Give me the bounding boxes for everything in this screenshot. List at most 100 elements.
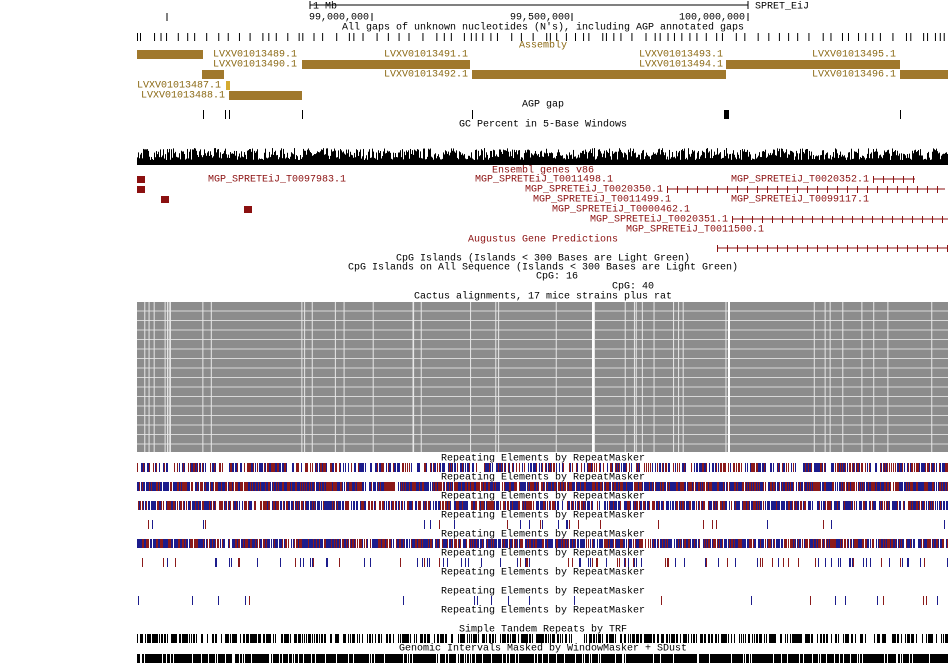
mask-mark bbox=[838, 654, 839, 663]
trf-mark bbox=[806, 634, 807, 643]
gc-bar bbox=[306, 154, 307, 165]
repeat-mark bbox=[225, 501, 226, 510]
gc-bar bbox=[779, 148, 780, 165]
trf-mark bbox=[553, 634, 554, 643]
mask-mark bbox=[837, 654, 838, 663]
trf-mark bbox=[847, 634, 848, 643]
gc-bar bbox=[595, 159, 596, 165]
mask-mark bbox=[487, 654, 488, 663]
repeat-mark bbox=[934, 463, 935, 472]
mask-mark bbox=[524, 654, 525, 663]
trf-mark bbox=[835, 634, 836, 643]
gc-bar bbox=[153, 159, 154, 165]
repeat-mark bbox=[429, 501, 430, 510]
repeat-mark bbox=[572, 463, 573, 472]
repeat-mark bbox=[214, 501, 215, 510]
repeat-mark bbox=[416, 482, 417, 491]
repeat-mark bbox=[170, 501, 171, 510]
repeat-mark bbox=[706, 558, 707, 567]
gc-bar bbox=[846, 159, 847, 165]
repeat-mark bbox=[305, 463, 306, 472]
mask-mark bbox=[917, 654, 918, 663]
repeat-mark bbox=[750, 539, 751, 548]
trf-mark bbox=[774, 634, 775, 643]
repeat-mark bbox=[184, 482, 185, 491]
mask-mark bbox=[761, 654, 762, 663]
repeat-mark bbox=[159, 463, 160, 472]
mask-mark bbox=[716, 654, 717, 663]
repeat-mark bbox=[526, 501, 527, 510]
repeat-mark bbox=[629, 501, 630, 510]
repeat-mark bbox=[928, 482, 929, 491]
repeat-mark bbox=[340, 501, 341, 510]
exon bbox=[907, 245, 908, 252]
gc-bar bbox=[565, 159, 566, 165]
gc-bar bbox=[194, 148, 195, 165]
repeat-mark bbox=[811, 539, 812, 548]
repeat-mark bbox=[659, 501, 660, 510]
trf-mark bbox=[227, 634, 228, 643]
repeat-mark bbox=[527, 539, 528, 548]
gc-bar bbox=[402, 149, 403, 165]
mask-mark bbox=[831, 654, 832, 663]
contig-bar bbox=[226, 81, 230, 90]
trf-mark bbox=[232, 634, 233, 643]
trf-mark bbox=[908, 634, 909, 643]
trf-mark bbox=[443, 634, 444, 643]
repeat-mark bbox=[241, 539, 242, 548]
mask-mark bbox=[898, 654, 899, 663]
repeat-mark bbox=[726, 482, 727, 491]
repeat-mark bbox=[879, 539, 880, 548]
trf-mark bbox=[254, 634, 255, 643]
repeat-mark bbox=[500, 463, 501, 472]
repeat-mark bbox=[657, 501, 658, 510]
gap-mark bbox=[218, 33, 220, 41]
repeat-mark bbox=[831, 501, 832, 510]
repeat-mark bbox=[590, 482, 591, 491]
repeat-mark bbox=[244, 482, 245, 491]
repeat-mark bbox=[696, 539, 697, 548]
repeat-mark bbox=[565, 539, 566, 548]
repeat-mark bbox=[911, 463, 912, 472]
mask-mark bbox=[814, 654, 815, 663]
repeat-mark bbox=[908, 539, 909, 548]
trf-mark bbox=[451, 634, 452, 643]
repeat-mark bbox=[889, 558, 890, 567]
gc-bar bbox=[653, 152, 654, 165]
gc-bar bbox=[175, 151, 176, 165]
trf-mark bbox=[590, 634, 591, 643]
gc-bar bbox=[490, 150, 491, 165]
mask-mark bbox=[483, 654, 484, 663]
repeat-mark bbox=[248, 539, 249, 548]
repeat-mark bbox=[150, 482, 151, 491]
repeat-mark bbox=[450, 482, 451, 491]
repeat-mark bbox=[692, 501, 693, 510]
gap-mark bbox=[574, 33, 576, 41]
gc-bar bbox=[824, 159, 825, 165]
gc-bar bbox=[563, 158, 564, 165]
mask-mark bbox=[718, 654, 719, 663]
repeat-mark bbox=[464, 501, 465, 510]
gc-bar bbox=[849, 152, 850, 165]
repeat-mark bbox=[540, 539, 541, 548]
track-title: Simple Tandem Repeats by TRF bbox=[459, 624, 627, 636]
repeat-mark bbox=[685, 463, 686, 472]
gc-bar bbox=[392, 159, 393, 165]
repeat-mark bbox=[500, 558, 501, 567]
repeat-mark bbox=[375, 482, 376, 491]
mask-mark bbox=[145, 654, 146, 663]
repeat-mark bbox=[901, 539, 902, 548]
repeat-mark bbox=[319, 482, 320, 491]
repeat-mark bbox=[928, 501, 929, 510]
repeat-mark bbox=[587, 463, 588, 472]
repeat-mark bbox=[474, 501, 475, 510]
repeat-mark bbox=[467, 463, 468, 472]
repeat-mark bbox=[793, 482, 794, 491]
repeat-mark bbox=[298, 501, 299, 510]
repeat-mark bbox=[168, 501, 169, 510]
mask-mark bbox=[420, 654, 421, 663]
repeat-mark bbox=[224, 501, 225, 510]
repeat-mark bbox=[607, 463, 608, 472]
mask-mark bbox=[911, 654, 912, 663]
repeat-mark bbox=[177, 539, 178, 548]
